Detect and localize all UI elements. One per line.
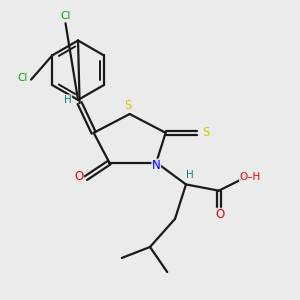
Text: Cl: Cl — [60, 11, 71, 21]
Text: O: O — [74, 170, 84, 183]
Text: O: O — [216, 208, 225, 221]
Text: N: N — [152, 159, 161, 172]
Text: H: H — [186, 170, 194, 180]
Text: O–H: O–H — [239, 172, 261, 182]
Text: S: S — [202, 126, 209, 139]
Text: Cl: Cl — [17, 73, 28, 83]
Text: H: H — [64, 95, 72, 105]
Text: S: S — [124, 99, 132, 112]
